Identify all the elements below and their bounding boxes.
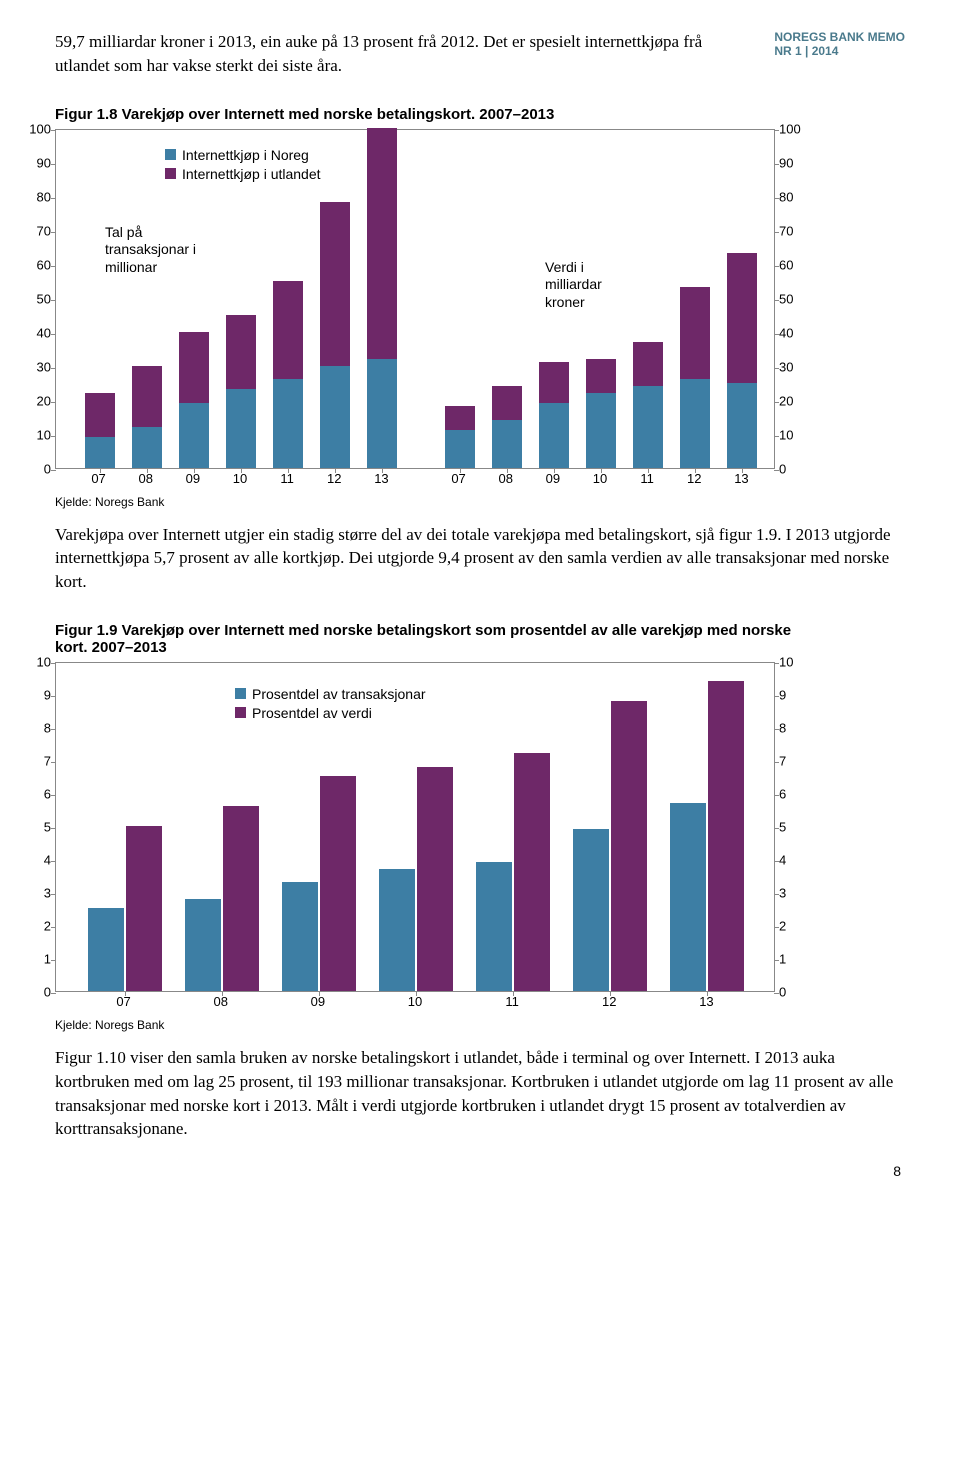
figure-1-9-title: Figur 1.9 Varekjøp over Internett med no…: [55, 622, 795, 656]
figure-1-8-title: Figur 1.8 Varekjøp over Internett med no…: [55, 106, 905, 123]
bar: [179, 332, 209, 468]
legend-item: Prosentdel av transaksjonar: [235, 686, 426, 702]
legend-item: Internettkjøp i Noreg: [165, 147, 321, 163]
bar: [273, 281, 303, 468]
bar: [476, 862, 512, 991]
bar: [417, 767, 453, 991]
bar: [320, 776, 356, 991]
bar: [85, 393, 115, 468]
bar: [680, 287, 710, 467]
bar: [226, 315, 256, 468]
legend-item: Internettkjøp i utlandet: [165, 166, 321, 182]
memo-line2: NR 1 | 2014: [774, 44, 905, 58]
body-paragraph: Varekjøpa over Internett utgjer ein stad…: [55, 523, 905, 594]
body-paragraph: Figur 1.10 viser den samla bruken av nor…: [55, 1046, 905, 1141]
figure-1-8: 0102030405060708090100 01020304050607080…: [55, 129, 775, 469]
memo-line1: NOREGS BANK MEMO: [774, 30, 905, 44]
bar: [611, 701, 647, 991]
figure-source: Kjelde: Noregs Bank: [55, 1018, 905, 1032]
chart-annotation: Verdi imilliardarkroner: [545, 259, 602, 312]
bar: [282, 882, 318, 991]
bar: [727, 253, 757, 467]
bar: [586, 359, 616, 468]
figure-1-9: 012345678910 012345678910 07080910111213…: [55, 662, 775, 992]
bar: [126, 826, 162, 991]
bar: [492, 386, 522, 468]
bar: [379, 869, 415, 991]
page-number: 8: [55, 1163, 905, 1179]
bar: [320, 202, 350, 467]
legend-label: Prosentdel av transaksjonar: [252, 686, 426, 702]
bar: [367, 128, 397, 468]
chart-annotation: Tal påtransaksjonar imillionar: [105, 224, 196, 277]
bar: [223, 806, 259, 991]
legend-label: Internettkjøp i Noreg: [182, 147, 309, 163]
bar: [132, 366, 162, 468]
intro-paragraph: 59,7 milliardar kroner i 2013, ein auke …: [55, 30, 754, 78]
figure-source: Kjelde: Noregs Bank: [55, 495, 905, 509]
legend-item: Prosentdel av verdi: [235, 705, 426, 721]
bar: [514, 753, 550, 991]
legend-label: Internettkjøp i utlandet: [182, 166, 321, 182]
bar: [573, 829, 609, 991]
bar: [708, 681, 744, 991]
bar: [88, 908, 124, 991]
bar: [185, 899, 221, 991]
memo-header: NOREGS BANK MEMO NR 1 | 2014: [774, 30, 905, 78]
bar: [445, 406, 475, 467]
bar: [670, 803, 706, 991]
bar: [633, 342, 663, 468]
legend-label: Prosentdel av verdi: [252, 705, 372, 721]
bar: [539, 362, 569, 467]
